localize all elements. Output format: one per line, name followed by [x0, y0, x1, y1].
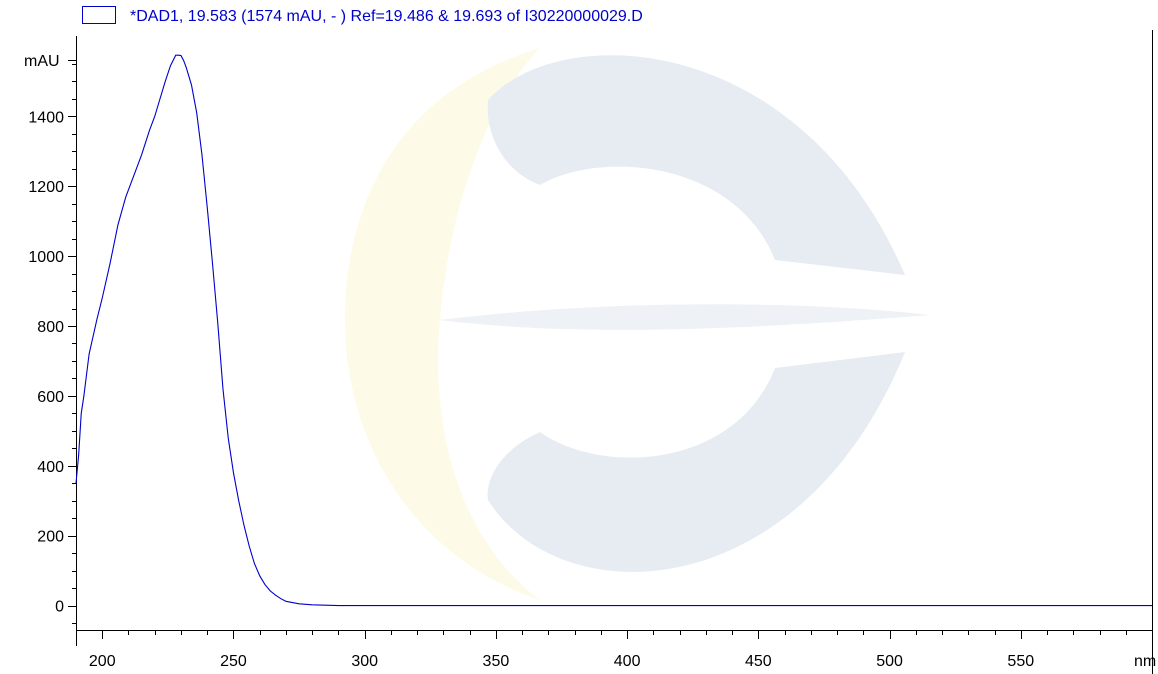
x-tick-label: 450 — [745, 653, 772, 670]
x-axis-unit: nm — [1134, 653, 1156, 670]
y-tick-label: 200 — [37, 529, 64, 546]
x-tick-label: 200 — [89, 653, 116, 670]
y-tick-label: 600 — [37, 389, 64, 406]
y-axis-unit: mAU — [24, 53, 60, 70]
x-tick-label: 300 — [351, 653, 378, 670]
x-tick-label: 400 — [614, 653, 641, 670]
y-tick-label: 400 — [37, 459, 64, 476]
y-tick-label: 1200 — [28, 179, 64, 196]
y-tick-label: 800 — [37, 319, 64, 336]
series-line — [75, 54, 1152, 607]
x-axis-ticks: 200 250 300 350 400 450 500 550 — [76, 630, 1153, 670]
legend-swatch — [82, 6, 116, 24]
y-tick-label: 0 — [55, 599, 64, 616]
x-tick-label: 350 — [483, 653, 510, 670]
legend-label: *DAD1, 19.583 (1574 mAU, - ) Ref=19.486 … — [130, 8, 643, 25]
watermark-logo — [345, 48, 930, 600]
x-tick-label: 500 — [876, 653, 903, 670]
x-tick-label: 250 — [220, 653, 247, 670]
x-tick-label: 550 — [1007, 653, 1034, 670]
y-tick-label: 1000 — [28, 249, 64, 266]
y-tick-label: 1400 — [28, 109, 64, 126]
y-axis-ticks: 0 200 400 600 800 1000 1200 1400 — [28, 64, 76, 624]
legend: *DAD1, 19.583 (1574 mAU, - ) Ref=19.486 … — [82, 6, 643, 25]
